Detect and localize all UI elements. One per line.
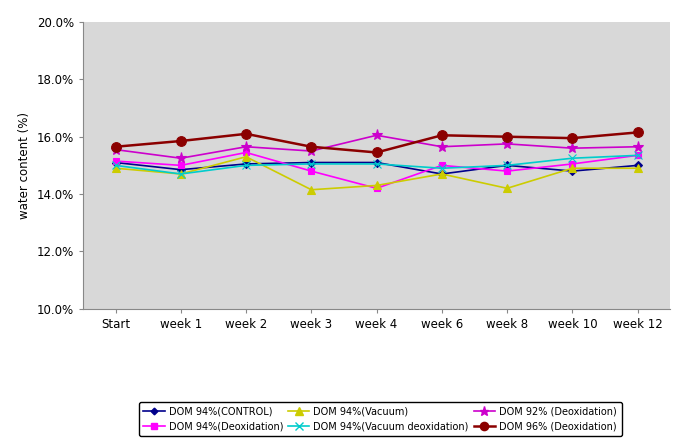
DOM 94%(Vacuum deoxidation)	[568, 156, 576, 161]
DOM 96% (Deoxidation)	[503, 134, 511, 139]
DOM 94%(Vacuum deoxidation)	[111, 163, 120, 168]
DOM 94%(Deoxidation)	[372, 186, 381, 191]
DOM 94%(CONTROL)	[634, 163, 642, 168]
DOM 92% (Deoxidation)	[634, 144, 642, 149]
Line: DOM 94%(Vacuum): DOM 94%(Vacuum)	[111, 153, 642, 194]
DOM 92% (Deoxidation)	[372, 133, 381, 138]
DOM 94%(Vacuum)	[307, 187, 316, 192]
DOM 94%(Deoxidation)	[111, 158, 120, 164]
DOM 94%(CONTROL)	[177, 167, 185, 172]
DOM 92% (Deoxidation)	[177, 156, 185, 161]
DOM 94%(Deoxidation)	[634, 153, 642, 158]
DOM 94%(Deoxidation)	[307, 168, 316, 174]
DOM 94%(CONTROL)	[437, 172, 446, 177]
DOM 92% (Deoxidation)	[568, 146, 576, 151]
DOM 94%(Vacuum)	[634, 165, 642, 171]
DOM 94%(CONTROL)	[111, 160, 120, 165]
DOM 92% (Deoxidation)	[307, 148, 316, 154]
DOM 92% (Deoxidation)	[242, 144, 250, 149]
Line: DOM 96% (Deoxidation): DOM 96% (Deoxidation)	[111, 127, 643, 157]
DOM 96% (Deoxidation)	[307, 144, 316, 149]
Legend: DOM 94%(CONTROL), DOM 94%(Deoxidation), DOM 94%(Vacuum), DOM 94%(Vacuum deoxidat: DOM 94%(CONTROL), DOM 94%(Deoxidation), …	[139, 402, 621, 436]
DOM 94%(Deoxidation)	[242, 150, 250, 155]
DOM 94%(CONTROL)	[307, 160, 316, 165]
DOM 94%(Vacuum)	[503, 186, 511, 191]
DOM 94%(CONTROL)	[372, 160, 381, 165]
DOM 94%(CONTROL)	[503, 163, 511, 168]
DOM 92% (Deoxidation)	[111, 147, 120, 152]
DOM 94%(Vacuum deoxidation)	[242, 163, 250, 168]
DOM 94%(Vacuum)	[177, 172, 185, 177]
DOM 94%(Vacuum)	[437, 172, 446, 177]
DOM 96% (Deoxidation)	[437, 133, 446, 138]
DOM 94%(Vacuum deoxidation)	[634, 153, 642, 158]
DOM 94%(Deoxidation)	[177, 163, 185, 168]
DOM 92% (Deoxidation)	[503, 141, 511, 146]
Line: DOM 92% (Deoxidation): DOM 92% (Deoxidation)	[110, 130, 643, 164]
Line: DOM 94%(Vacuum deoxidation): DOM 94%(Vacuum deoxidation)	[111, 151, 642, 178]
DOM 94%(Vacuum)	[568, 165, 576, 171]
DOM 94%(Vacuum)	[111, 165, 120, 171]
DOM 96% (Deoxidation)	[634, 130, 642, 135]
DOM 94%(Deoxidation)	[437, 163, 446, 168]
DOM 94%(Vacuum deoxidation)	[437, 165, 446, 171]
DOM 94%(Vacuum)	[242, 154, 250, 159]
DOM 96% (Deoxidation)	[568, 135, 576, 141]
Y-axis label: water content (%): water content (%)	[18, 112, 31, 219]
DOM 94%(Vacuum)	[372, 183, 381, 188]
Line: DOM 94%(CONTROL): DOM 94%(CONTROL)	[113, 160, 641, 177]
DOM 96% (Deoxidation)	[111, 144, 120, 149]
DOM 94%(Deoxidation)	[568, 161, 576, 167]
DOM 94%(Vacuum deoxidation)	[372, 161, 381, 167]
DOM 94%(CONTROL)	[568, 168, 576, 174]
DOM 94%(CONTROL)	[242, 161, 250, 167]
DOM 92% (Deoxidation)	[437, 144, 446, 149]
Line: DOM 94%(Deoxidation): DOM 94%(Deoxidation)	[112, 149, 641, 192]
DOM 94%(Vacuum deoxidation)	[177, 172, 185, 177]
DOM 96% (Deoxidation)	[242, 131, 250, 136]
DOM 94%(Vacuum deoxidation)	[503, 163, 511, 168]
DOM 94%(Deoxidation)	[503, 168, 511, 174]
DOM 96% (Deoxidation)	[177, 138, 185, 144]
DOM 96% (Deoxidation)	[372, 150, 381, 155]
DOM 94%(Vacuum deoxidation)	[307, 161, 316, 167]
